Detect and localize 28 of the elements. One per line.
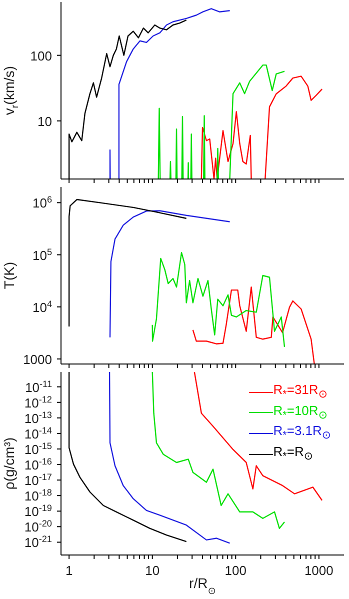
y-tick-label: 10$^{5}$ [32, 246, 52, 263]
y-tick-label: 10$^{-18}$ [24, 488, 52, 504]
y-axis-title: T(K) [0, 262, 17, 290]
y-axis-title: ρ(g/cm³) [0, 437, 17, 490]
y-tick-label: 10$^{-16}$ [24, 456, 52, 473]
y-tick-label: 10$^{-13}$ [24, 410, 52, 426]
x-tick-label: 100 [224, 563, 246, 578]
y-tick-label: 10$^{6}$ [32, 194, 52, 211]
y-tick-label: 10$^{-17}$ [24, 472, 52, 488]
y-tick-label: 1000 [23, 352, 52, 367]
x-axis-title: r/R$_{⊙}$ [189, 575, 216, 596]
y-tick-label: 10$^{-11}$ [25, 378, 52, 395]
y-tick-label: 10$^{-12}$ [24, 394, 52, 410]
x-tick-label: 1000 [304, 563, 334, 578]
y-tick-label: 10$^{-14}$ [24, 425, 52, 442]
y-tick-label: 10$^{4}$ [32, 298, 52, 315]
legend-label: R$_{*}$=R$_{⊙}$ [273, 444, 313, 464]
x-tick-label: 10 [145, 563, 160, 578]
y-tick-label: 10 [38, 114, 52, 129]
y-tick-label: 100 [30, 48, 52, 64]
legend-label: R$_{*}$=10R$_{⊙}$ [273, 402, 328, 424]
legend-label: R$_{*}$=3.1R$_{⊙}$ [273, 423, 331, 444]
y-tick-label: 10$^{-15}$ [24, 440, 52, 457]
y-tick-label: 10$^{-20}$ [24, 518, 52, 535]
y-tick-label: 10$^{-21}$ [24, 534, 52, 550]
y-tick-label: 10$^{-19}$ [24, 503, 52, 520]
x-tick-label: 1 [65, 563, 73, 578]
legend-label: R$_{*}$=31R$_{⊙}$ [273, 382, 328, 403]
